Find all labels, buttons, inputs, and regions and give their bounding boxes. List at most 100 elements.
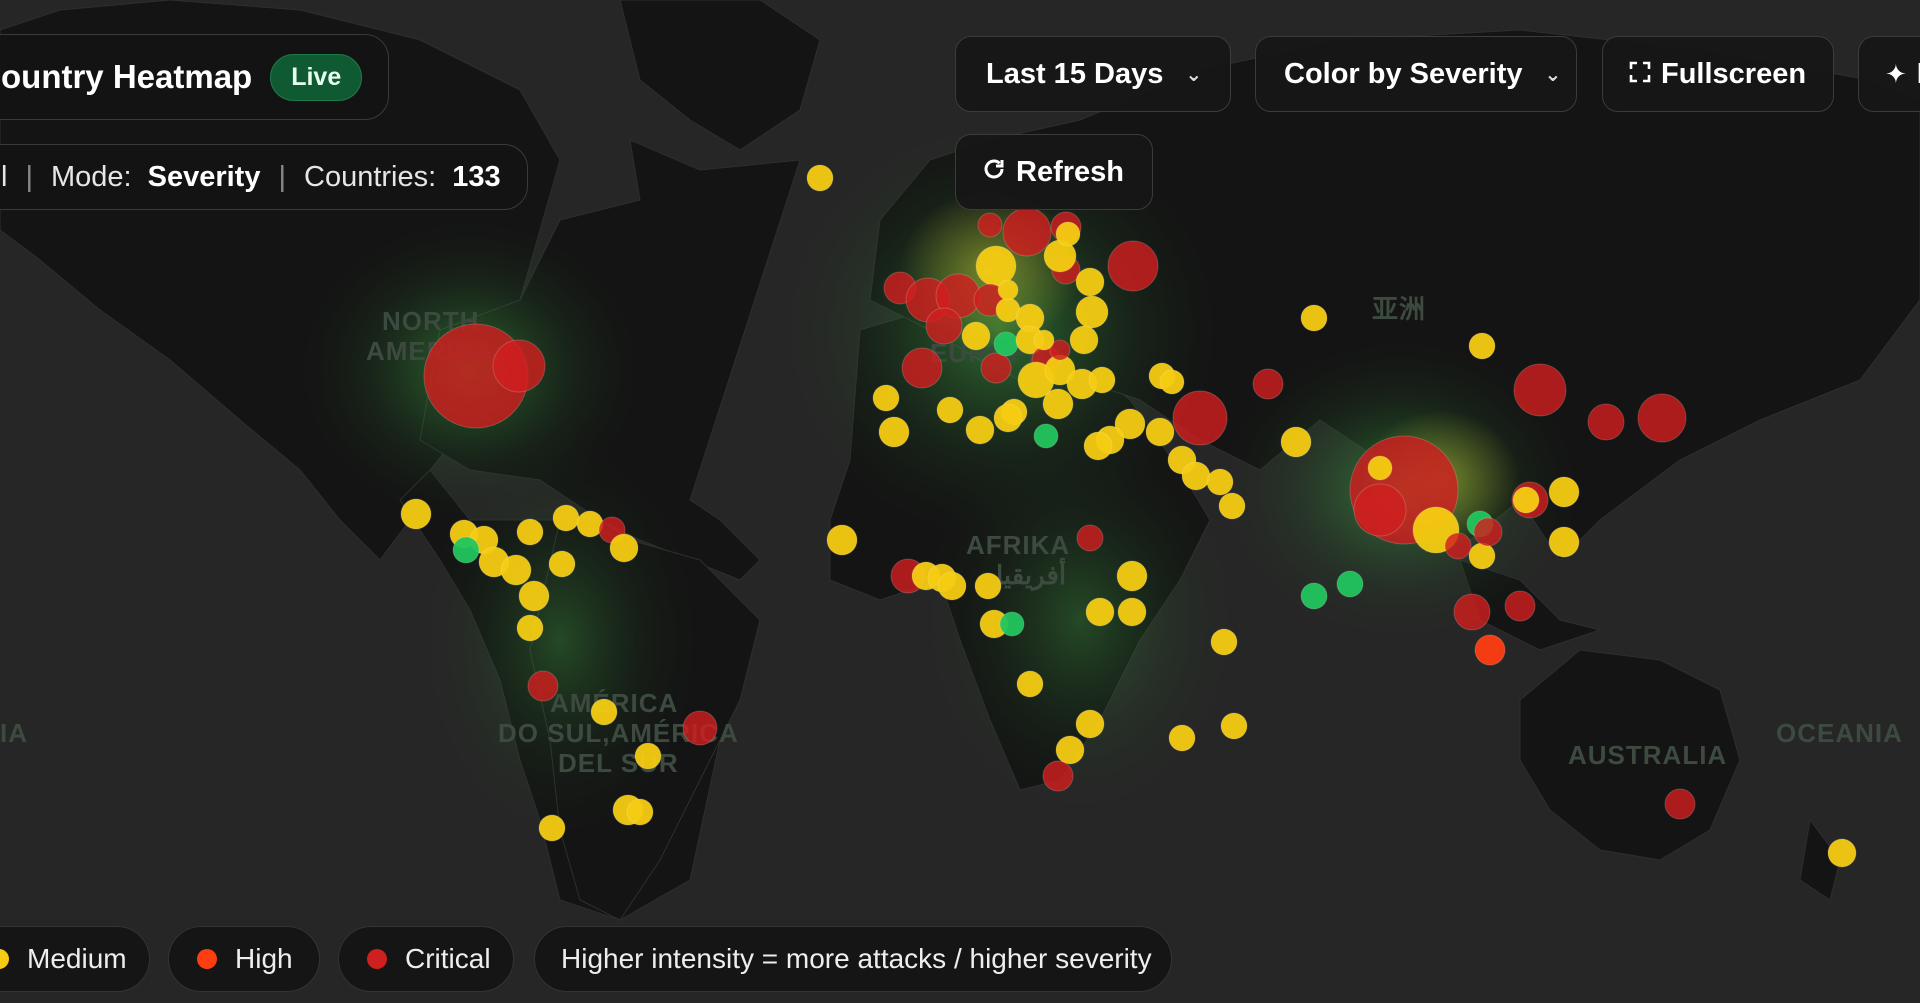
country-marker-medium[interactable] — [1220, 712, 1248, 740]
country-marker-medium[interactable] — [1181, 461, 1211, 491]
country-marker-medium[interactable] — [961, 321, 991, 351]
time-range-value: Last 15 Days — [986, 57, 1164, 90]
reset-button[interactable]: ✦ R — [1858, 36, 1920, 112]
country-marker-medium[interactable] — [1827, 838, 1857, 868]
country-marker-medium[interactable] — [1075, 267, 1105, 297]
country-marker-medium[interactable] — [1145, 417, 1175, 447]
country-marker-medium[interactable] — [1069, 325, 1099, 355]
country-marker-medium[interactable] — [878, 416, 910, 448]
country-marker-medium[interactable] — [1016, 670, 1044, 698]
country-marker-medium[interactable] — [965, 415, 995, 445]
country-marker-medium[interactable] — [1159, 369, 1185, 395]
country-marker-critical[interactable] — [901, 347, 943, 389]
country-marker-medium[interactable] — [518, 580, 550, 612]
color-mode-value: Color by Severity — [1284, 57, 1523, 90]
country-marker-critical[interactable] — [1513, 363, 1567, 417]
map-label-australia: AUSTRALIA — [1568, 740, 1727, 770]
country-marker-critical[interactable] — [1473, 517, 1503, 547]
country-marker-critical[interactable] — [977, 212, 1003, 238]
country-marker-medium[interactable] — [548, 550, 576, 578]
country-marker-medium[interactable] — [1512, 486, 1540, 514]
country-marker-medium[interactable] — [1042, 388, 1074, 420]
country-marker-high[interactable] — [1474, 634, 1506, 666]
country-marker-critical[interactable] — [1002, 207, 1052, 257]
legend-high: High — [168, 926, 320, 992]
country-marker-critical[interactable] — [1042, 760, 1074, 792]
color-mode-select[interactable]: Color by Severity ⌄ — [1255, 36, 1577, 112]
country-marker-medium[interactable] — [1548, 476, 1580, 508]
mode-label: Mode: — [51, 160, 132, 193]
country-marker-critical[interactable] — [1664, 788, 1696, 820]
legend-note-text: Higher intensity = more attacks / higher… — [561, 943, 1152, 974]
country-marker-medium[interactable] — [1280, 426, 1312, 458]
country-marker-medium[interactable] — [400, 498, 432, 530]
country-marker-low[interactable] — [452, 536, 480, 564]
country-marker-medium[interactable] — [626, 798, 654, 826]
country-marker-medium[interactable] — [516, 614, 544, 642]
country-marker-critical[interactable] — [1444, 532, 1472, 560]
country-marker-medium[interactable] — [1218, 492, 1246, 520]
country-marker-critical[interactable] — [1353, 483, 1407, 537]
status-separator: | — [278, 160, 287, 193]
country-marker-medium[interactable] — [1117, 597, 1147, 627]
country-markers[interactable] — [400, 164, 1857, 868]
country-marker-medium[interactable] — [937, 571, 967, 601]
country-marker-critical[interactable] — [1637, 393, 1687, 443]
country-marker-low[interactable] — [993, 331, 1019, 357]
country-marker-medium[interactable] — [609, 533, 639, 563]
country-marker-critical[interactable] — [1049, 339, 1071, 361]
country-marker-medium[interactable] — [936, 396, 964, 424]
country-marker-medium[interactable] — [806, 164, 834, 192]
country-marker-medium[interactable] — [974, 572, 1002, 600]
country-marker-medium[interactable] — [997, 279, 1019, 301]
country-marker-medium[interactable] — [590, 698, 618, 726]
country-marker-medium[interactable] — [1548, 526, 1580, 558]
refresh-button[interactable]: Refresh — [955, 134, 1153, 210]
country-marker-medium[interactable] — [1116, 560, 1148, 592]
country-marker-low[interactable] — [1033, 423, 1059, 449]
country-marker-critical[interactable] — [1252, 368, 1284, 400]
country-marker-critical[interactable] — [527, 670, 559, 702]
country-marker-medium[interactable] — [1075, 295, 1109, 329]
country-marker-medium[interactable] — [1168, 724, 1196, 752]
high-dot-icon — [197, 949, 217, 969]
country-marker-medium[interactable] — [500, 554, 532, 586]
country-marker-medium[interactable] — [1055, 735, 1085, 765]
country-marker-low[interactable] — [999, 611, 1025, 637]
country-marker-critical[interactable] — [1172, 390, 1228, 446]
country-marker-medium[interactable] — [1468, 332, 1496, 360]
country-marker-medium[interactable] — [872, 384, 900, 412]
country-marker-medium[interactable] — [1367, 455, 1393, 481]
country-marker-medium[interactable] — [1075, 709, 1105, 739]
fullscreen-button[interactable]: Fullscreen — [1602, 36, 1834, 112]
country-marker-critical[interactable] — [925, 307, 963, 345]
country-marker-medium[interactable] — [516, 518, 544, 546]
country-marker-medium[interactable] — [1114, 408, 1146, 440]
country-marker-critical[interactable] — [1453, 593, 1491, 631]
country-marker-critical[interactable] — [980, 352, 1012, 384]
country-marker-medium[interactable] — [1206, 468, 1234, 496]
country-marker-medium[interactable] — [1033, 329, 1055, 351]
country-marker-medium[interactable] — [552, 504, 580, 532]
country-marker-medium[interactable] — [634, 742, 662, 770]
country-marker-medium[interactable] — [1088, 366, 1116, 394]
country-marker-low[interactable] — [1300, 582, 1328, 610]
country-marker-medium[interactable] — [1085, 597, 1115, 627]
country-marker-medium[interactable] — [1300, 304, 1328, 332]
country-marker-medium[interactable] — [1468, 542, 1496, 570]
country-marker-critical[interactable] — [682, 710, 718, 746]
country-marker-critical[interactable] — [492, 339, 546, 393]
country-marker-medium[interactable] — [1210, 628, 1238, 656]
country-marker-low[interactable] — [1336, 570, 1364, 598]
country-marker-medium[interactable] — [993, 403, 1023, 433]
country-marker-medium[interactable] — [1055, 221, 1081, 247]
country-marker-critical[interactable] — [1504, 590, 1536, 622]
country-marker-medium[interactable] — [826, 524, 858, 556]
country-marker-medium[interactable] — [538, 814, 566, 842]
country-marker-medium[interactable] — [1083, 431, 1113, 461]
country-marker-critical[interactable] — [1076, 524, 1104, 552]
country-marker-critical[interactable] — [1107, 240, 1159, 292]
time-range-select[interactable]: Last 15 Days ⌄ — [955, 36, 1231, 112]
country-marker-critical[interactable] — [1587, 403, 1625, 441]
